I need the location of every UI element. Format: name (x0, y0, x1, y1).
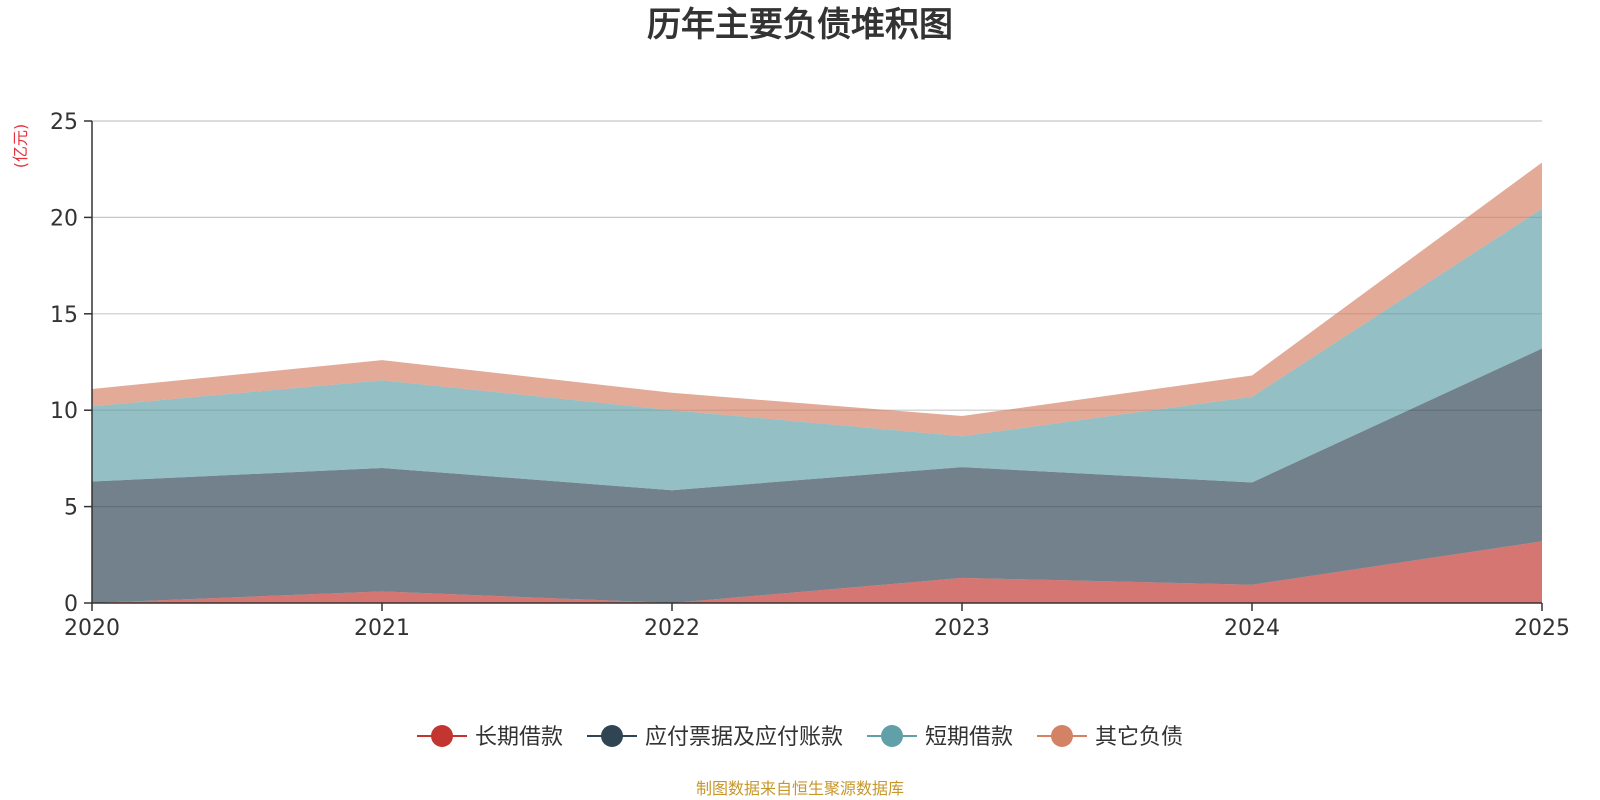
legend-item-2[interactable]: 短期借款 (867, 725, 1013, 750)
area-series-0 (92, 541, 1542, 603)
y-tick-label-20: 20 (50, 206, 78, 231)
legend-label-0: 长期借款 (475, 725, 563, 750)
x-tick-labels: 2020 2021 2022 2023 2024 2025 (64, 616, 1570, 641)
area-series (92, 162, 1542, 603)
y-tick-label-15: 15 (50, 303, 78, 328)
legend-label-1: 应付票据及应付账款 (645, 725, 843, 750)
legend-marker-3 (1051, 725, 1073, 747)
x-tick-label-2024: 2024 (1224, 616, 1280, 641)
area-series-2 (92, 208, 1542, 491)
y-tick-label-0: 0 (64, 592, 78, 617)
legend-item-0[interactable]: 长期借款 (417, 725, 563, 750)
x-tick-label-2023: 2023 (934, 616, 990, 641)
legend[interactable]: 长期借款 应付票据及应付账款 短期借款 其它负债 (417, 725, 1183, 750)
axes (84, 120, 1543, 611)
x-tick-label-2025: 2025 (1514, 616, 1570, 641)
legend-marker-0 (431, 725, 453, 747)
legend-item-1[interactable]: 应付票据及应付账款 (587, 725, 843, 750)
y-tick-label-5: 5 (64, 496, 78, 521)
area-series-1 (92, 348, 1542, 603)
data-source-note: 制图数据来自恒生聚源数据库 (696, 779, 904, 798)
y-tick-labels: 0 5 10 15 20 25 (50, 110, 78, 617)
legend-item-3[interactable]: 其它负债 (1037, 725, 1183, 750)
legend-label-3: 其它负债 (1095, 725, 1183, 750)
y-tick-label-25: 25 (50, 110, 78, 135)
x-tick-label-2022: 2022 (644, 616, 700, 641)
legend-marker-1 (601, 725, 623, 747)
x-tick-label-2020: 2020 (64, 616, 120, 641)
y-tick-label-10: 10 (50, 399, 78, 424)
legend-marker-2 (881, 725, 903, 747)
chart-title: 历年主要负债堆积图 (647, 5, 953, 45)
legend-label-2: 短期借款 (925, 725, 1013, 750)
x-tick-label-2021: 2021 (354, 616, 410, 641)
y-axis-unit-label: (亿元) (11, 124, 30, 169)
